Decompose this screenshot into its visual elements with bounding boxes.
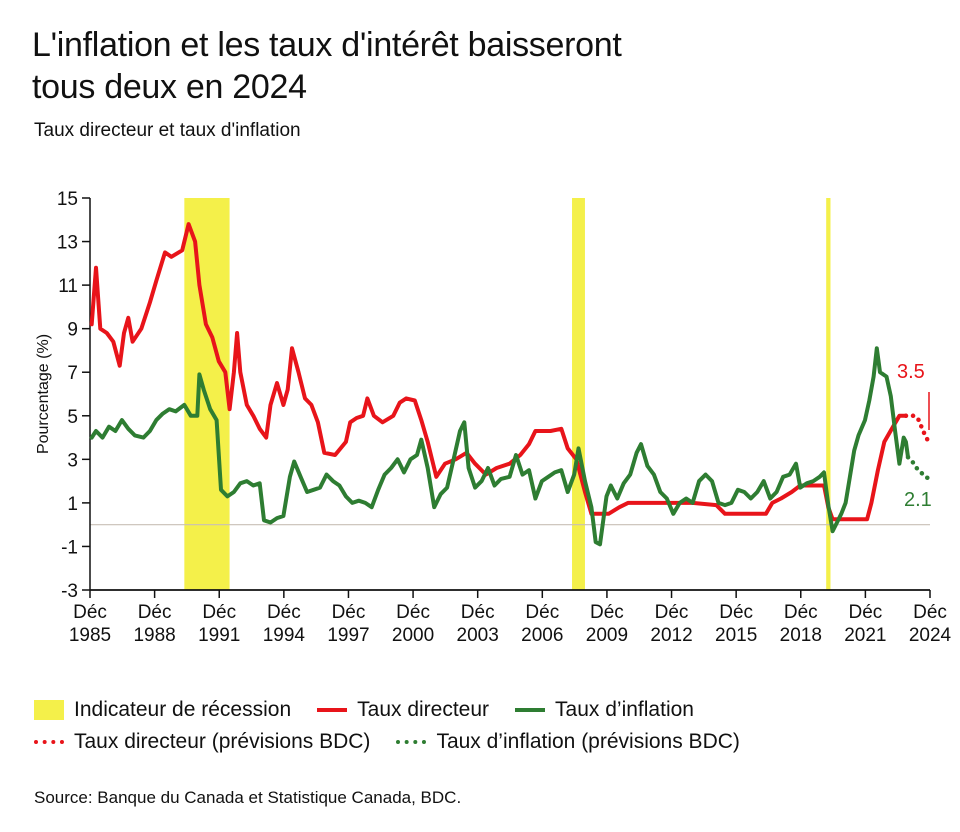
x-tick-label-month: Déc — [332, 602, 366, 623]
x-tick-label-month: Déc — [655, 602, 689, 623]
x-tick-label-year: 1994 — [263, 625, 306, 646]
chart-title: L'inflation et les taux d'intérêt baisse… — [32, 24, 932, 108]
inflation-forecast-line — [905, 454, 932, 482]
x-tick-label-year: 2021 — [844, 625, 886, 646]
x-tick-label-month: Déc — [525, 602, 559, 623]
legend-item-policy-rate: Taux directeur — [317, 698, 489, 722]
x-tick-label-month: Déc — [461, 602, 495, 623]
x-tick-label-month: Déc — [590, 602, 624, 623]
recession-band-3 — [826, 198, 831, 590]
chart-subtitle: Taux directeur et taux d'inflation — [34, 120, 301, 141]
y-tick-label: 5 — [67, 407, 78, 428]
x-tick-label-month: Déc — [202, 602, 236, 623]
legend-item-recession: Indicateur de récession — [34, 698, 291, 722]
x-tick-label-year: 2006 — [521, 625, 563, 646]
y-tick-label: 7 — [67, 363, 78, 384]
policy-rate-line — [89, 222, 908, 522]
x-tick-label-year: 1985 — [69, 625, 111, 646]
x-tick-label-month: Déc — [73, 602, 107, 623]
inflation-line — [89, 346, 910, 547]
x-tick-label-month: Déc — [719, 602, 753, 623]
y-tick-label: 3 — [67, 450, 78, 471]
y-tick-label: -1 — [61, 537, 78, 558]
chart-title-line1: L'inflation et les taux d'intérêt baisse… — [32, 26, 622, 64]
x-tick-label-year: 2018 — [780, 625, 822, 646]
x-tick-label-year: 2012 — [650, 625, 692, 646]
x-tick-label-year: 1988 — [133, 625, 175, 646]
legend-row-1: Indicateur de récession Taux directeur T… — [34, 694, 934, 726]
recession-band-2 — [572, 198, 585, 590]
x-tick-label-year: 2000 — [392, 625, 434, 646]
y-axis-label: Pourcentage (%) — [35, 334, 52, 454]
chart-title-line2: tous deux en 2024 — [32, 68, 307, 106]
x-tick-label-year: 1991 — [198, 625, 240, 646]
x-tick-label-month: Déc — [784, 602, 818, 623]
x-tick-label-month: Déc — [138, 602, 172, 623]
legend: Indicateur de récession Taux directeur T… — [34, 694, 934, 758]
legend-swatch-inflation-forecast — [396, 740, 427, 744]
legend-label-policy-rate: Taux directeur — [357, 698, 490, 721]
x-tick-label-year: 2024 — [909, 625, 952, 646]
legend-label-inflation-forecast: Taux d’inflation (prévisions BDC) — [436, 730, 740, 753]
x-tick-label-year: 1997 — [327, 625, 369, 646]
x-tick-label-month: Déc — [848, 602, 882, 623]
source-note: Source: Banque du Canada et Statistique … — [34, 788, 462, 807]
y-tick-label: 13 — [57, 233, 78, 254]
y-tick-label: 1 — [67, 494, 78, 515]
legend-swatch-recession — [34, 700, 64, 720]
annotation-policy-rate: 3.5 — [897, 361, 925, 383]
legend-label-recession: Indicateur de récession — [74, 698, 292, 721]
x-tick-label-month: Déc — [396, 602, 430, 623]
x-tick-label-month: Déc — [267, 602, 301, 623]
legend-item-inflation: Taux d’inflation — [515, 698, 694, 722]
y-tick-label: 11 — [58, 276, 78, 297]
legend-label-policy-forecast: Taux directeur (prévisions BDC) — [74, 730, 371, 753]
y-tick-label: -3 — [61, 581, 78, 602]
x-tick-label-year: 2015 — [715, 625, 757, 646]
legend-item-policy-forecast: Taux directeur (prévisions BDC) — [34, 730, 370, 754]
x-tick-label-year: 2009 — [586, 625, 628, 646]
y-tick-label: 15 — [57, 189, 78, 210]
legend-label-inflation: Taux d’inflation — [555, 698, 694, 721]
x-tick-label-year: 2003 — [457, 625, 499, 646]
legend-swatch-policy-forecast — [34, 740, 64, 744]
legend-swatch-policy-rate — [317, 708, 348, 712]
x-tick-label-month: Déc — [913, 602, 947, 623]
policy-rate-forecast-line — [903, 413, 932, 447]
annotation-inflation: 2.1 — [904, 489, 932, 511]
legend-row-2: Taux directeur (prévisions BDC) Taux d’i… — [34, 726, 934, 758]
legend-swatch-inflation — [515, 708, 546, 712]
legend-item-inflation-forecast: Taux d’inflation (prévisions BDC) — [396, 730, 740, 754]
y-tick-label: 9 — [67, 320, 78, 341]
